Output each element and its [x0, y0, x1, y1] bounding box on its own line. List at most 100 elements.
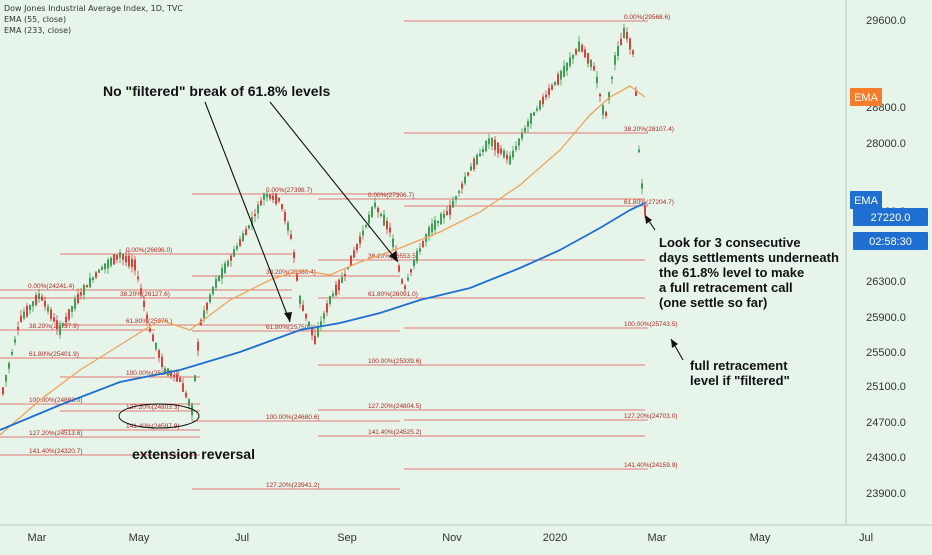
candle-body: [209, 294, 211, 303]
candle-body: [428, 227, 430, 237]
candle-body: [476, 154, 478, 165]
candle-body: [239, 239, 241, 246]
candle-body: [125, 255, 127, 263]
arrow-line-1: [204, 101, 291, 323]
candle-body: [131, 258, 133, 268]
candle-body: [296, 274, 298, 281]
fib-label: 127.20%(24513.6): [29, 430, 83, 437]
candle-body: [362, 230, 364, 236]
candle-body: [437, 220, 439, 224]
y-tick-label: 25900.0: [866, 312, 906, 324]
candle-body: [233, 249, 235, 257]
candle-body: [380, 213, 382, 217]
candle-body: [134, 259, 136, 271]
candle-body: [260, 200, 262, 206]
ema55-badge-bg: [850, 88, 882, 106]
fib-label: 0.00%(26696.0): [126, 247, 172, 254]
fib-label: 100.00%(25339.6): [368, 358, 422, 365]
candle-body: [344, 273, 346, 277]
candle-body: [374, 202, 376, 208]
x-tick-label: Sep: [337, 532, 357, 544]
fib-label: 0.00%(24241.4): [28, 283, 74, 290]
full-ret-note: full retracement: [690, 358, 788, 373]
fib-label: 141.40%(24159.9): [624, 462, 678, 469]
candle-body: [623, 27, 625, 39]
last-price-label-bg: [853, 208, 928, 226]
candle-body: [47, 306, 49, 312]
candle-body: [155, 342, 157, 350]
candle-body: [602, 105, 604, 115]
fib-label: 0.00%(29568.6): [624, 14, 670, 21]
arrow-head-3: [645, 215, 652, 224]
candle-body: [35, 295, 37, 305]
candle-body: [533, 112, 535, 116]
arrow-head-1: [284, 312, 292, 322]
candle-body: [269, 194, 271, 199]
candle-body: [32, 301, 34, 307]
candle-body: [596, 76, 598, 84]
fib-label: 0.00%(27398.7): [266, 187, 312, 194]
candle-body: [545, 94, 547, 98]
candle-body: [593, 66, 595, 71]
candle-body: [617, 45, 619, 57]
candle-body: [287, 222, 289, 231]
annotations: No "filtered" break of 61.8% levels exten…: [103, 83, 839, 462]
candle-body: [470, 166, 472, 171]
candle-body: [254, 213, 256, 217]
x-tick-label: Mar: [28, 532, 47, 544]
candle-body: [365, 224, 367, 228]
candle-body: [560, 71, 562, 80]
candle-body: [443, 213, 445, 219]
candle-body: [197, 341, 199, 351]
candle-body: [416, 250, 418, 262]
candle-body: [251, 216, 253, 226]
candle-body: [449, 205, 451, 215]
candle-body: [236, 246, 238, 250]
fib-label: 127.20%(24803.3): [126, 404, 180, 411]
candle-body: [119, 252, 121, 258]
look-for-note: a full retracement call: [659, 280, 793, 295]
candle-body: [584, 49, 586, 58]
candle-body: [299, 295, 301, 305]
candle-body: [512, 150, 514, 158]
full-ret-note: level if "filtered": [690, 373, 790, 388]
fib-label: 61.80%(25750.1): [266, 324, 316, 331]
candle-body: [524, 127, 526, 133]
candle-body: [638, 149, 640, 153]
candle-body: [158, 350, 160, 358]
look-for-note: Look for 3 consecutive: [659, 235, 801, 250]
candle-body: [8, 362, 10, 369]
candle-body: [461, 183, 463, 189]
candle-body: [383, 214, 385, 226]
fib-label: 0.00%(27306.7): [368, 192, 414, 199]
candle-body: [452, 200, 454, 208]
candle-body: [104, 263, 106, 270]
candle-body: [641, 183, 643, 189]
candle-body: [419, 248, 421, 252]
candle-body: [5, 375, 7, 382]
fib-label: 127.20%(23941.2): [266, 482, 320, 489]
ema233-line: [0, 202, 646, 431]
extension-note: extension reversal: [132, 446, 255, 462]
candle-body: [521, 133, 523, 139]
candle-body: [101, 267, 103, 270]
candle-body: [353, 250, 355, 258]
candle-body: [245, 228, 247, 236]
arrow-head-2: [389, 251, 398, 262]
candle-body: [497, 142, 499, 154]
candle-body: [566, 62, 568, 71]
candle-body: [143, 301, 145, 307]
candle-body: [188, 399, 190, 406]
candle-body: [509, 155, 511, 165]
candle-body: [635, 90, 637, 96]
chart-title: Dow Jones Industrial Average Index, 1D, …: [4, 4, 183, 13]
countdown-label-bg: [853, 232, 928, 250]
candle-body: [458, 190, 460, 194]
candle-body: [71, 306, 73, 312]
candle-body: [578, 41, 580, 52]
y-axis: 29600.028800.028000.027200.026300.025900…: [845, 0, 932, 550]
candle-body: [479, 153, 481, 157]
candle-body: [485, 140, 487, 152]
candle-body: [506, 154, 508, 160]
fib-label: 100.00%(24883.0): [29, 397, 83, 404]
